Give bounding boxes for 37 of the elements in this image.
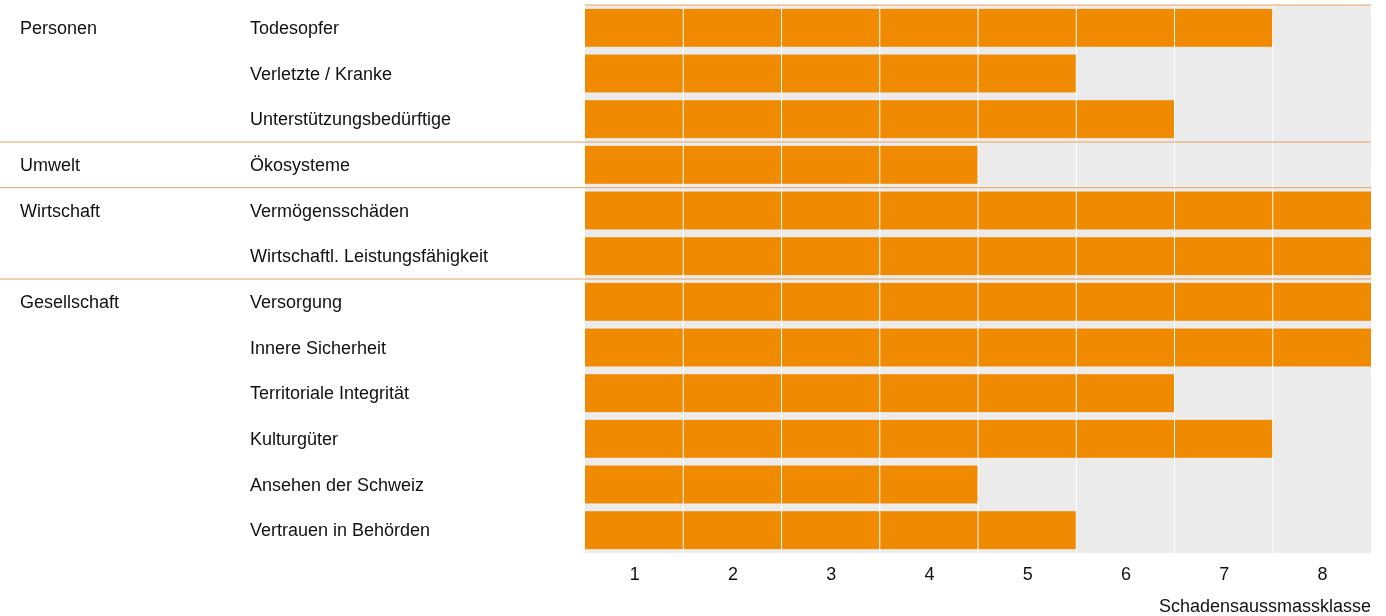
y-tick-label: Unterstützungsbedürftige (250, 109, 452, 130)
bar (585, 237, 1371, 276)
x-tick-label: 2 (727, 563, 738, 584)
y-tick-label: Versorgung (250, 292, 343, 313)
x-tick-label: 5 (1022, 563, 1033, 584)
y-tick-label: Verletzte / Kranke (250, 63, 393, 84)
bar (585, 145, 978, 184)
y-tick-label: Vertrauen in Behörden (250, 520, 431, 541)
x-tick-label: 1 (629, 563, 640, 584)
bar (585, 465, 978, 504)
bar (585, 419, 1273, 458)
x-tick-label: 8 (1317, 563, 1328, 584)
x-axis-title: Schadensaussmassklasse (1158, 596, 1371, 616)
y-tick-label: Vermögensschäden (250, 200, 410, 221)
bar (585, 100, 1175, 139)
y-tick-label: Ansehen der Schweiz (250, 474, 425, 495)
bar (585, 8, 1273, 47)
x-tick-label: 4 (924, 563, 935, 584)
text: Wirtschaft (20, 200, 101, 221)
y-tick-label: Wirtschaftl. Leistungsfähigkeit (250, 246, 489, 267)
x-tick-label: 7 (1219, 563, 1230, 584)
y-tick-label: Kulturgüter (250, 429, 339, 450)
y-tick-label: Territoriale Integrität (250, 383, 410, 404)
x-tick-label: 6 (1120, 563, 1131, 584)
x-tick-label: 3 (826, 563, 837, 584)
bar (585, 511, 1077, 550)
bar (585, 374, 1175, 413)
y-tick-label: Todesopfer (250, 18, 340, 39)
text: Personen (20, 18, 98, 39)
text: Umwelt (20, 155, 81, 176)
text: Gesellschaft (20, 292, 120, 313)
bar (585, 328, 1371, 367)
bar (585, 191, 1371, 230)
bar (585, 282, 1371, 321)
bar (585, 54, 1077, 93)
y-tick-label: Ökosysteme (250, 155, 351, 176)
y-tick-label: Innere Sicherheit (250, 337, 387, 358)
